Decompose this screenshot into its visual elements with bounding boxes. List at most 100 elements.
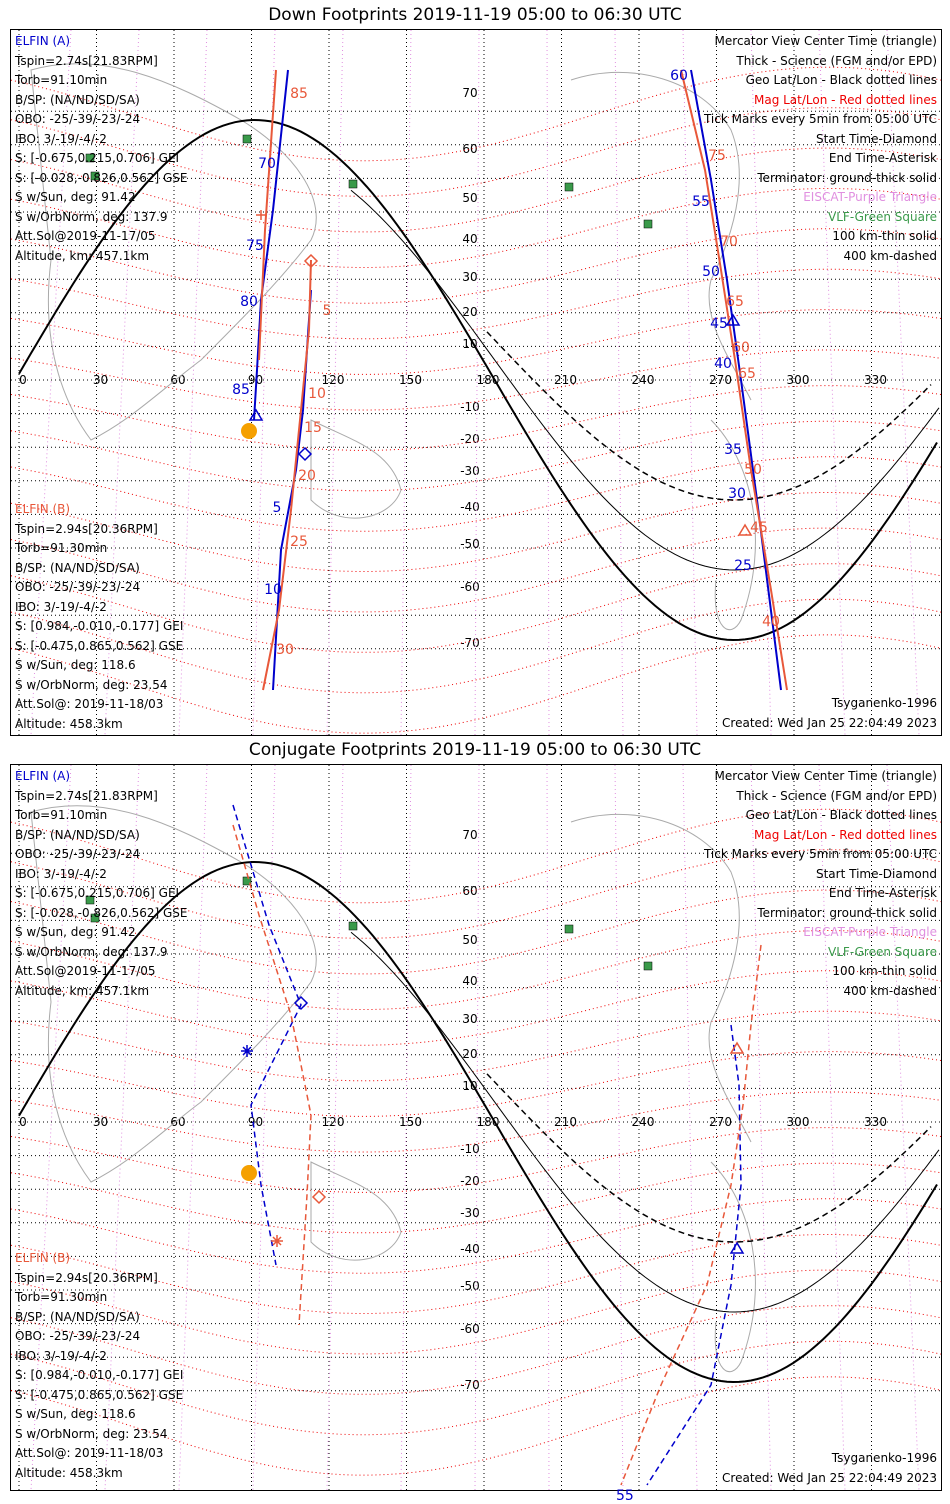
elfin-a-tick: 80 (240, 294, 258, 310)
lat-label: -60 (460, 1322, 480, 1336)
mag-lat-line (11, 456, 941, 532)
mag-lon-line (400, 30, 412, 735)
legend-line: End Time-Asterisk (828, 886, 937, 900)
vlf-green-square (90, 913, 100, 923)
elfin-b-tick: 50 (744, 462, 762, 478)
info-line: S w/OrbNorm, deg: 137.9 (15, 944, 168, 959)
legend-line: Thick - Science (FGM and/or EPD) (736, 53, 937, 68)
elfin-a-header: ELFIN (A) (15, 769, 71, 783)
lat-label: 40 (462, 974, 477, 988)
elfin-b-info: ELFIN (B) Tspin=2.94s[20.36RPM] Torb=91.3… (15, 1249, 183, 1483)
legend-line: Tick Marks every 5min from 05:00 UTC (703, 847, 937, 861)
lon-label: 210 (554, 373, 577, 387)
info-line: B/SP: (NA/ND/SD/SA) (15, 1309, 140, 1324)
elfin-b-track-east (680, 69, 788, 691)
elfin-a-track-west (232, 804, 302, 1266)
info-line: Tspin=2.94s[20.36RPM] (15, 521, 158, 536)
elfin-b-header: ELFIN (B) (15, 1251, 71, 1265)
mag-lat-line (11, 563, 941, 653)
mag-lat-line (11, 527, 941, 613)
info-line: IBO: 3/-19/-4/-2 (15, 599, 107, 614)
elfin-b-tick: 75 (708, 148, 726, 164)
info-line: S: [-0.475,0.865,0.562] GSE (15, 1387, 184, 1402)
created-label: Created: Wed Jan 25 22:04:49 2023 (722, 1470, 937, 1485)
coastline (570, 71, 752, 401)
info-line: Torb=91.30min (15, 1290, 108, 1304)
elfin-b-tick: 15 (304, 420, 322, 436)
info-line: S w/Sun, deg: 91.42 (15, 925, 136, 939)
coastline (710, 1161, 756, 1373)
lon-label: 60 (170, 373, 185, 387)
mag-lat-line (11, 1091, 941, 1153)
info-line: B/SP: (NA/ND/SD/SA) (15, 827, 140, 842)
mag-lat-line (11, 808, 941, 904)
info-line: B/SP: (NA/ND/SD/SA) (15, 560, 140, 575)
elfin-a-tick: 5 (273, 500, 282, 516)
start-diamond-b (311, 1189, 327, 1205)
mag-lon-line (178, 765, 208, 1490)
legend-line: 400 km-dashed (843, 983, 937, 998)
lon-label: 30 (93, 373, 108, 387)
elfin-a-tick: 35 (724, 442, 742, 458)
info-line: S w/Sun, deg: 118.6 (15, 658, 136, 672)
vlf-green-square (242, 876, 252, 886)
vlf-green-square (643, 219, 653, 229)
mag-lon-line (818, 30, 846, 735)
elfin-b-tick: 65 (726, 294, 744, 310)
mag-lon-line (546, 30, 550, 735)
mag-lon-line (682, 765, 698, 1490)
coastline (30, 63, 317, 441)
info-line: Altitude: 458.3km (15, 716, 123, 731)
mag-lon-line (252, 30, 276, 735)
center-triangle-a (729, 1241, 745, 1254)
legend-line: Geo Lat/Lon - Black dotted lines (745, 808, 937, 822)
info-line: Att.Sol@2019-11-17/05 (15, 229, 156, 243)
info-line: Att.Sol@: 2019-11-18/03 (15, 1446, 164, 1460)
info-line: IBO: 3/-19/-4/-2 (15, 866, 107, 881)
elfin-b-tick: 85 (290, 86, 308, 102)
mag-lat-line (11, 228, 941, 304)
terminator-400km (486, 331, 932, 501)
info-line: S: [-0.675,0.215,0.706] GEI (15, 886, 180, 900)
center-triangle-a (725, 313, 741, 326)
info-line: Att.Sol@: 2019-11-18/03 (15, 697, 164, 711)
center-triangle-b (729, 1041, 745, 1054)
elfin-a-tick: 25 (734, 558, 752, 574)
elfin-a-tick: 40 (714, 356, 732, 372)
legend-line: 100 km-thin solid (832, 229, 937, 243)
vlf-green-square (348, 921, 358, 931)
sun-icon (241, 1165, 257, 1181)
info-line: S: [0.984,-0.010,-0.177] GEI (15, 1368, 184, 1382)
info-line: OBO: -25/-39/-23/-24 (15, 112, 141, 126)
elfin-a-tick: 10 (264, 582, 282, 598)
center-triangle-b (737, 523, 753, 536)
mag-lat-line (11, 1269, 941, 1355)
lat-label: 70 (462, 86, 477, 100)
info-line: Tspin=2.74s[21.83RPM] (15, 788, 158, 803)
lat-label: -70 (460, 1378, 480, 1392)
vlf-green-square (348, 179, 358, 189)
info-line: Altitude: 458.3km (15, 1465, 123, 1480)
lat-label: -10 (460, 1142, 480, 1156)
vlf-green-square (90, 171, 100, 181)
lat-label: 40 (462, 232, 477, 246)
lat-label: -70 (460, 636, 480, 650)
mag-lon-line (682, 30, 698, 735)
lon-label: 30 (93, 1115, 108, 1129)
info-line: Torb=91.10min (15, 808, 108, 822)
elfin-a-tick: 45 (710, 316, 728, 332)
mag-lon-line (818, 765, 846, 1490)
terminator-ground (18, 118, 938, 642)
lat-label: -50 (460, 537, 480, 551)
legend-line: Tick Marks every 5min from 05:00 UTC (703, 112, 937, 126)
mag-lat-line (11, 598, 941, 694)
end-asterisk-b (271, 1235, 283, 1247)
conjugate-footprints-map: 0306090120150180210240270300330360706050… (10, 764, 942, 1491)
legend-line: Terminator: ground-thick solid (757, 905, 937, 920)
elfin-a-tick: 30 (728, 486, 746, 502)
lat-label: 20 (462, 305, 477, 319)
elfin-b-tick: 40 (762, 614, 780, 630)
info-line: S: [-0.475,0.865,0.562] GSE (15, 638, 184, 653)
info-line: Altitude, km: 457.1km (15, 248, 150, 263)
mag-lat-line (11, 349, 941, 411)
